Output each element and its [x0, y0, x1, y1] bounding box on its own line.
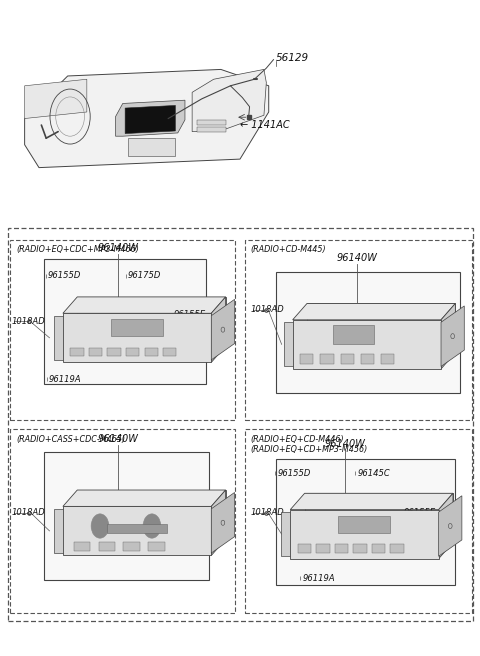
- Polygon shape: [116, 100, 185, 136]
- Text: 96140W: 96140W: [97, 434, 138, 444]
- FancyBboxPatch shape: [361, 354, 374, 364]
- Polygon shape: [290, 493, 453, 510]
- Text: (RADIO+EQ+CD-M446)
(RADIO+EQ+CD+MP3-M456): (RADIO+EQ+CD-M446) (RADIO+EQ+CD+MP3-M456…: [251, 435, 368, 454]
- FancyBboxPatch shape: [108, 523, 167, 533]
- Text: (RADIO+EQ+CDC+MP3-M466): (RADIO+EQ+CDC+MP3-M466): [16, 245, 139, 254]
- Polygon shape: [293, 304, 456, 320]
- FancyBboxPatch shape: [340, 354, 354, 364]
- FancyBboxPatch shape: [148, 542, 165, 550]
- Text: 96155E: 96155E: [404, 508, 436, 517]
- Polygon shape: [293, 320, 441, 369]
- FancyBboxPatch shape: [71, 348, 84, 356]
- Polygon shape: [290, 510, 439, 559]
- Text: (RADIO+CD-M445): (RADIO+CD-M445): [251, 245, 326, 254]
- Text: 96140W: 96140W: [337, 253, 378, 262]
- FancyBboxPatch shape: [74, 542, 90, 550]
- Circle shape: [91, 514, 109, 538]
- FancyBboxPatch shape: [108, 348, 121, 356]
- Polygon shape: [211, 493, 235, 553]
- Circle shape: [143, 514, 161, 538]
- FancyBboxPatch shape: [320, 354, 334, 364]
- FancyBboxPatch shape: [353, 544, 367, 553]
- Polygon shape: [63, 297, 226, 314]
- Text: 1018AD: 1018AD: [11, 508, 45, 517]
- Polygon shape: [281, 512, 290, 556]
- Text: 96155E: 96155E: [174, 310, 206, 319]
- Text: 96155D: 96155D: [277, 469, 311, 478]
- Text: 96155D: 96155D: [48, 271, 81, 280]
- Polygon shape: [441, 304, 456, 369]
- Text: 1018AD: 1018AD: [251, 305, 284, 314]
- FancyBboxPatch shape: [335, 544, 348, 553]
- Polygon shape: [63, 314, 211, 362]
- FancyBboxPatch shape: [126, 348, 139, 356]
- Polygon shape: [211, 299, 235, 360]
- Text: (RADIO+CASS+CDC-M465): (RADIO+CASS+CDC-M465): [16, 435, 125, 443]
- Polygon shape: [211, 297, 226, 362]
- FancyBboxPatch shape: [128, 138, 175, 156]
- FancyBboxPatch shape: [381, 354, 395, 364]
- Polygon shape: [77, 297, 226, 346]
- FancyBboxPatch shape: [89, 348, 102, 356]
- FancyBboxPatch shape: [44, 259, 206, 384]
- Polygon shape: [439, 493, 453, 559]
- Polygon shape: [77, 490, 226, 539]
- FancyBboxPatch shape: [334, 325, 374, 344]
- FancyBboxPatch shape: [111, 319, 163, 337]
- Polygon shape: [63, 490, 226, 506]
- Polygon shape: [284, 322, 293, 367]
- FancyBboxPatch shape: [372, 544, 385, 553]
- FancyBboxPatch shape: [10, 430, 235, 613]
- FancyBboxPatch shape: [144, 348, 158, 356]
- FancyBboxPatch shape: [123, 542, 140, 550]
- Text: 96140W: 96140W: [97, 243, 138, 253]
- Polygon shape: [63, 506, 211, 556]
- Text: 96140W: 96140W: [325, 439, 366, 449]
- FancyBboxPatch shape: [276, 459, 456, 584]
- Polygon shape: [54, 509, 63, 553]
- Text: ← 1141AC: ← 1141AC: [240, 120, 289, 130]
- Text: 1018AD: 1018AD: [251, 508, 284, 517]
- FancyBboxPatch shape: [245, 239, 472, 420]
- FancyBboxPatch shape: [44, 453, 209, 580]
- FancyBboxPatch shape: [99, 542, 115, 550]
- Polygon shape: [24, 79, 87, 119]
- Polygon shape: [307, 304, 456, 352]
- FancyBboxPatch shape: [197, 127, 226, 132]
- Polygon shape: [211, 490, 226, 556]
- FancyBboxPatch shape: [390, 544, 404, 553]
- Text: 56129: 56129: [276, 52, 309, 62]
- Polygon shape: [54, 316, 63, 360]
- FancyBboxPatch shape: [298, 544, 311, 553]
- FancyBboxPatch shape: [10, 239, 235, 420]
- FancyBboxPatch shape: [197, 121, 226, 125]
- Polygon shape: [125, 106, 175, 134]
- Text: 96119A: 96119A: [302, 573, 335, 583]
- FancyBboxPatch shape: [300, 354, 313, 364]
- FancyBboxPatch shape: [163, 348, 177, 356]
- Polygon shape: [439, 496, 462, 556]
- Text: 1018AD: 1018AD: [11, 317, 45, 326]
- Text: 96145C: 96145C: [357, 469, 390, 478]
- FancyBboxPatch shape: [338, 516, 390, 533]
- Polygon shape: [192, 70, 266, 132]
- FancyBboxPatch shape: [276, 272, 460, 394]
- Polygon shape: [441, 306, 464, 367]
- Text: 96119A: 96119A: [48, 375, 81, 384]
- FancyBboxPatch shape: [245, 430, 472, 613]
- Polygon shape: [24, 70, 269, 168]
- Text: 96175D: 96175D: [128, 271, 161, 280]
- FancyBboxPatch shape: [316, 544, 330, 553]
- Polygon shape: [305, 493, 453, 543]
